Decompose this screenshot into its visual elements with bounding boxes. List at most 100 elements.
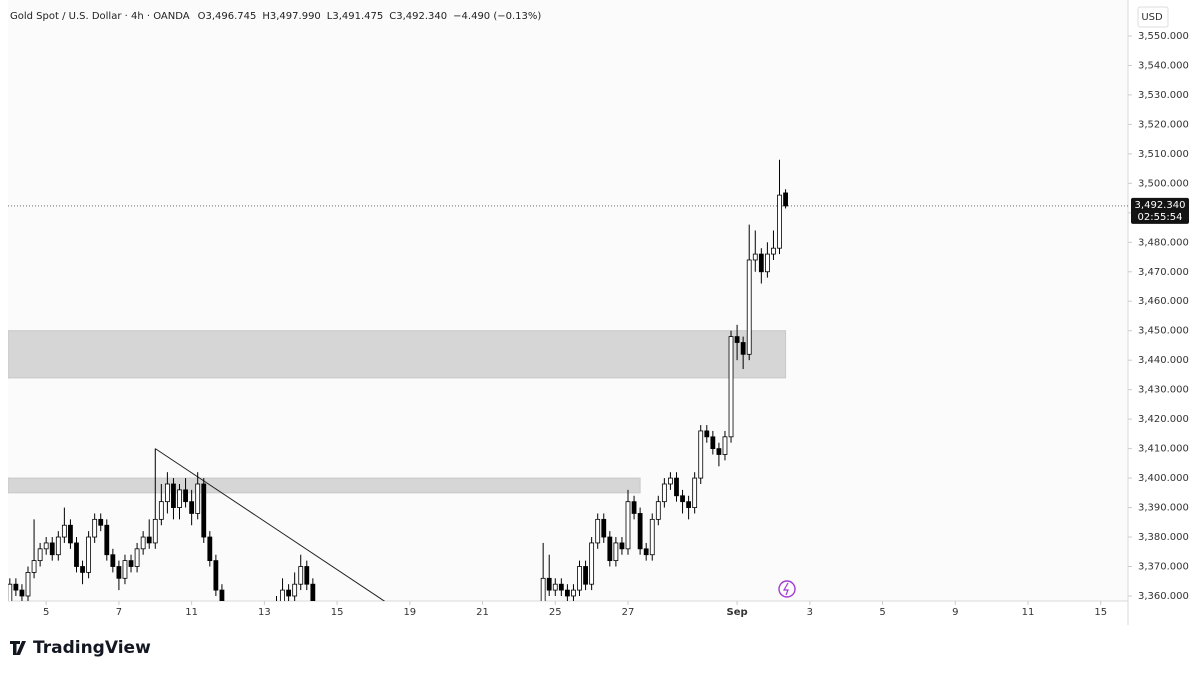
candle-body bbox=[589, 542, 595, 585]
ohlc-value: L3,491.475 bbox=[327, 11, 383, 22]
candle-body bbox=[49, 542, 55, 556]
candle-body bbox=[25, 572, 31, 597]
candle-body bbox=[637, 513, 643, 550]
candle-body bbox=[643, 548, 649, 556]
x-tick-label: 15 bbox=[1094, 607, 1107, 618]
candle-body bbox=[728, 336, 734, 438]
y-tick-label: 3,510.000 bbox=[1138, 149, 1189, 160]
last-price-label: 3,492.340 bbox=[1135, 200, 1186, 211]
candle-body bbox=[625, 501, 631, 550]
candle-body bbox=[310, 583, 316, 601]
x-tick-label: 5 bbox=[879, 607, 885, 618]
candle-body bbox=[13, 583, 19, 591]
candle-body bbox=[746, 259, 752, 355]
candle-body bbox=[122, 560, 128, 579]
candle-body bbox=[619, 542, 625, 550]
candle-body bbox=[134, 548, 140, 567]
candle-body bbox=[195, 483, 201, 514]
candle-body bbox=[552, 583, 558, 591]
brand-logo bbox=[10, 641, 26, 655]
candle-body bbox=[734, 336, 740, 343]
x-tick-label: Sep bbox=[727, 607, 748, 618]
event-icon-bolt bbox=[782, 582, 789, 596]
candle-body bbox=[558, 583, 564, 591]
candle-body bbox=[226, 611, 230, 626]
candle-body bbox=[37, 548, 43, 562]
x-tick-label: 27 bbox=[622, 607, 635, 618]
candle-body bbox=[601, 518, 607, 538]
y-tick-label: 3,500.000 bbox=[1138, 178, 1189, 189]
ohlc-value: H3,497.990 bbox=[262, 11, 320, 22]
candle-body bbox=[19, 589, 25, 597]
candle-body bbox=[177, 489, 182, 508]
currency: USD bbox=[1141, 12, 1163, 23]
trendline bbox=[154, 448, 386, 601]
zone bbox=[8, 330, 787, 379]
candle-body bbox=[674, 477, 679, 497]
candle-body bbox=[740, 342, 746, 355]
candle-body bbox=[158, 501, 164, 520]
candle-body bbox=[286, 589, 292, 597]
candle-body bbox=[571, 589, 576, 597]
countdown: 02:55:54 bbox=[1138, 212, 1183, 223]
last-price-box bbox=[1131, 197, 1189, 224]
candle-body bbox=[110, 554, 116, 567]
candle-body bbox=[31, 560, 37, 573]
candle-body bbox=[692, 477, 698, 508]
candle-body bbox=[631, 501, 637, 514]
header: Gold Spot / U.S. Dollar · 4h · OANDA O3,4… bbox=[10, 11, 541, 22]
candle-body bbox=[583, 566, 588, 585]
candle-body bbox=[43, 542, 49, 550]
candle-body bbox=[716, 448, 722, 455]
candle-body bbox=[146, 536, 152, 544]
candle-body bbox=[777, 194, 782, 249]
candle-body bbox=[8, 583, 13, 601]
plot-layer bbox=[8, 159, 1128, 626]
x-tick-label: 21 bbox=[476, 607, 489, 618]
x-tick-label: 5 bbox=[43, 607, 49, 618]
candle-body bbox=[80, 566, 85, 573]
candle-body bbox=[213, 560, 219, 591]
candle-body bbox=[189, 501, 195, 514]
zone bbox=[8, 477, 641, 494]
y-tick-label: 3,550.000 bbox=[1138, 31, 1189, 42]
x-tick-label: 11 bbox=[185, 607, 198, 618]
y-tick-label: 3,360.000 bbox=[1138, 591, 1189, 602]
candle-body bbox=[98, 518, 104, 526]
candle-body bbox=[128, 560, 134, 567]
candle-body bbox=[201, 483, 207, 538]
candle-body bbox=[649, 518, 655, 556]
x-tick-label: 11 bbox=[1022, 607, 1035, 618]
candle-body bbox=[171, 483, 176, 508]
event-icon[interactable] bbox=[778, 580, 796, 598]
x-tick-label: 19 bbox=[403, 607, 416, 618]
candle-body bbox=[86, 536, 92, 573]
y-tick-label: 3,480.000 bbox=[1138, 237, 1189, 248]
candle-body bbox=[540, 577, 546, 601]
candle-body bbox=[783, 192, 788, 207]
y-tick-label: 3,440.000 bbox=[1138, 355, 1189, 366]
symbol: Gold Spot / U.S. Dollar · 4h · OANDA bbox=[10, 11, 190, 22]
candle-body bbox=[655, 501, 661, 520]
candle-body bbox=[686, 501, 692, 508]
y-tick-label: 3,520.000 bbox=[1138, 119, 1189, 130]
x-tick-label: 3 bbox=[807, 607, 813, 618]
candle-body bbox=[564, 589, 570, 597]
candle-body bbox=[164, 483, 170, 503]
candle-body bbox=[183, 489, 188, 503]
x-tick-label: 15 bbox=[331, 607, 344, 618]
y-tick-label: 3,400.000 bbox=[1138, 473, 1189, 484]
candle-body bbox=[704, 430, 710, 438]
candle-body bbox=[771, 247, 776, 255]
y-tick-label: 3,420.000 bbox=[1138, 414, 1189, 425]
candle-body bbox=[764, 253, 770, 273]
candle-body bbox=[61, 524, 67, 538]
candle-body bbox=[74, 542, 79, 567]
candle-body bbox=[613, 542, 619, 562]
candle-body bbox=[140, 536, 146, 550]
currency-button[interactable] bbox=[1137, 6, 1169, 28]
ohlc-value: O3,496.745 bbox=[198, 11, 257, 22]
y-tick-label: 3,370.000 bbox=[1138, 562, 1189, 573]
candle-body bbox=[710, 436, 716, 450]
